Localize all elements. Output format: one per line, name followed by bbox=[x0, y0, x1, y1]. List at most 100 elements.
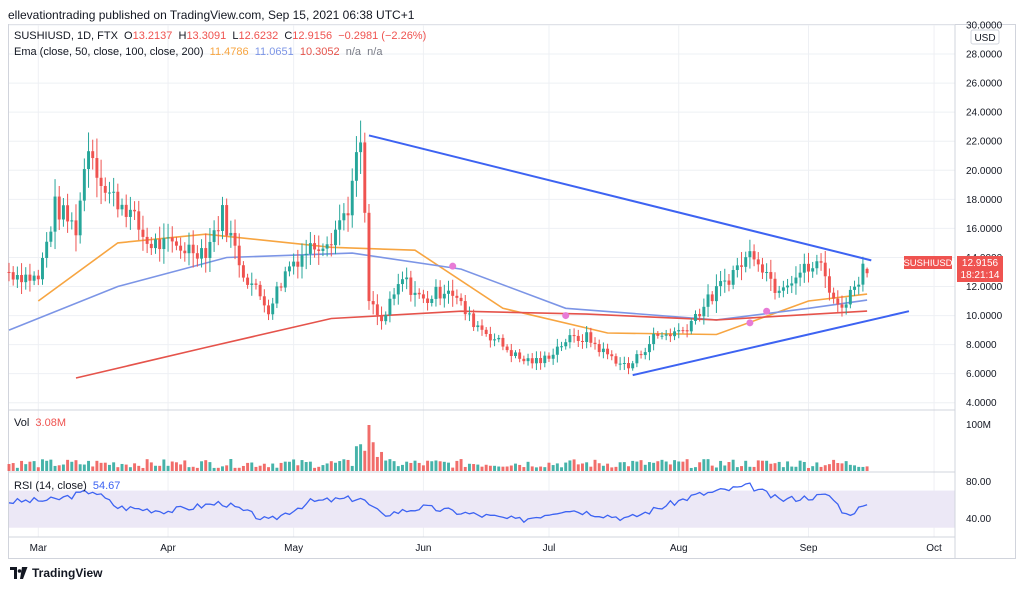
change-value: −0.2981 (−2.26%) bbox=[338, 30, 427, 42]
symbol-title[interactable]: SUSHIUSD, 1D, FTX bbox=[14, 30, 118, 42]
candle-body bbox=[237, 245, 241, 266]
candle bbox=[798, 264, 802, 287]
candle-body bbox=[283, 271, 287, 288]
volume-bar bbox=[472, 464, 476, 471]
ema-title[interactable]: Ema (close, 50, close, 100, close, 200) bbox=[14, 46, 204, 58]
candle bbox=[807, 252, 810, 283]
volume-bar bbox=[606, 463, 610, 471]
candle-body bbox=[304, 253, 308, 256]
symbol-legend[interactable]: SUSHIUSD, 1D, FTX O13.2137 H13.3091 L12.… bbox=[14, 30, 426, 42]
candle bbox=[116, 183, 120, 218]
candle-body bbox=[673, 331, 677, 337]
volume-bar bbox=[677, 461, 681, 471]
volume-bar bbox=[70, 461, 74, 471]
candle-body bbox=[543, 355, 547, 364]
rsi-line bbox=[8, 482, 868, 524]
candle bbox=[601, 342, 605, 359]
candle bbox=[660, 332, 664, 340]
candle-body bbox=[162, 238, 166, 250]
volume-bar bbox=[388, 459, 392, 471]
candle-body bbox=[107, 192, 111, 194]
candle bbox=[459, 293, 463, 306]
volume-bar bbox=[87, 460, 90, 471]
candle-body bbox=[827, 276, 831, 293]
candle-body bbox=[183, 250, 187, 254]
candle bbox=[564, 338, 568, 350]
candle bbox=[258, 281, 262, 301]
candle-body bbox=[409, 277, 413, 295]
candle-body bbox=[614, 356, 618, 364]
candle bbox=[128, 196, 132, 230]
candle bbox=[836, 290, 840, 313]
volume-bar bbox=[304, 462, 308, 471]
volume-bar bbox=[162, 459, 166, 471]
volume-bar bbox=[292, 459, 296, 471]
candle bbox=[752, 244, 756, 267]
rsi-label[interactable]: RSI (14, close) bbox=[14, 480, 87, 492]
candle bbox=[685, 324, 689, 338]
volume-label[interactable]: Vol bbox=[14, 417, 30, 429]
candle bbox=[195, 245, 199, 267]
candle bbox=[455, 289, 459, 305]
candle bbox=[267, 299, 270, 321]
candle bbox=[530, 353, 534, 369]
ema-legend[interactable]: Ema (close, 50, close, 100, close, 200) … bbox=[14, 46, 382, 58]
volume-bar bbox=[116, 467, 120, 471]
candle bbox=[36, 269, 40, 286]
volume-bar bbox=[237, 467, 241, 471]
candle bbox=[179, 237, 183, 259]
candle-body bbox=[24, 274, 28, 283]
tradingview-footer[interactable]: TradingView bbox=[10, 566, 102, 580]
candle-body bbox=[480, 325, 484, 330]
candle bbox=[296, 249, 300, 279]
candle bbox=[20, 263, 24, 295]
candle-body bbox=[287, 266, 291, 272]
candle bbox=[380, 306, 384, 330]
volume-bar bbox=[191, 466, 195, 471]
candle-body bbox=[781, 287, 785, 291]
time-tick-label: Sep bbox=[800, 543, 818, 554]
volume-bar bbox=[769, 463, 773, 471]
currency-badge[interactable]: USD bbox=[970, 29, 1000, 45]
candle bbox=[187, 232, 191, 266]
candle-body bbox=[606, 348, 610, 355]
candle-body bbox=[396, 284, 400, 295]
last-price-symbol: SUSHIUSD bbox=[903, 258, 952, 269]
volume-bar bbox=[342, 459, 346, 471]
candle-body bbox=[426, 298, 430, 303]
candle bbox=[91, 139, 95, 170]
candle-body bbox=[526, 358, 530, 362]
close-value: 12.9156 bbox=[292, 30, 333, 42]
candle bbox=[647, 335, 651, 361]
ema100-value: 11.0651 bbox=[254, 46, 294, 58]
volume-bar bbox=[618, 462, 622, 471]
last-price-value: 12.9156 bbox=[962, 258, 999, 269]
candle bbox=[350, 168, 354, 228]
candle-body bbox=[124, 204, 128, 217]
candle bbox=[589, 327, 593, 348]
candle bbox=[66, 193, 70, 233]
volume-bar bbox=[719, 460, 723, 471]
candle bbox=[802, 253, 806, 283]
candle-body bbox=[128, 209, 132, 217]
volume-bar bbox=[262, 463, 266, 471]
candle bbox=[543, 351, 547, 368]
volume-bar bbox=[442, 461, 446, 471]
time-axis[interactable]: Mar Apr May Jun Jul Aug Sep Oct bbox=[30, 543, 942, 554]
candle bbox=[694, 310, 697, 325]
currency-label: USD bbox=[974, 33, 995, 44]
candle bbox=[735, 257, 739, 278]
volume-bar bbox=[698, 462, 702, 471]
volume-bar bbox=[501, 466, 505, 471]
candle bbox=[346, 196, 350, 232]
rsi-legend[interactable]: RSI (14, close) 54.67 bbox=[14, 480, 120, 492]
candle bbox=[706, 284, 710, 318]
volume-legend[interactable]: Vol 3.08M bbox=[14, 417, 66, 429]
time-tick-label: Mar bbox=[30, 543, 48, 554]
candle-body bbox=[317, 249, 321, 251]
volume-bar bbox=[271, 463, 275, 471]
volume-bar bbox=[317, 466, 321, 471]
volume-bar bbox=[229, 459, 233, 471]
candle bbox=[225, 198, 229, 243]
